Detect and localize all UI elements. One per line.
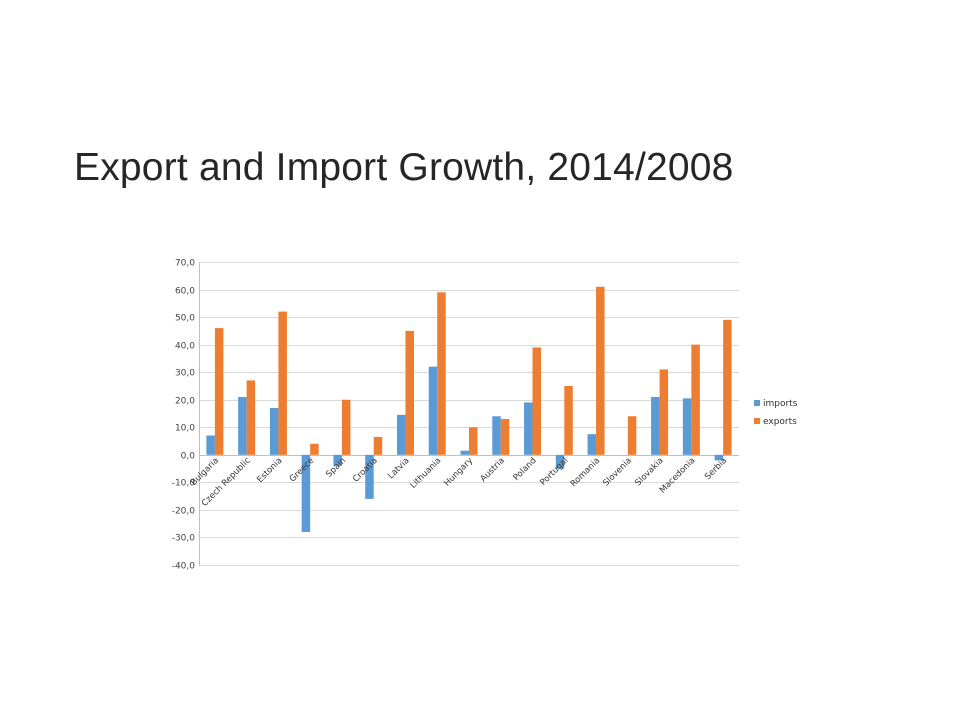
bar-imports — [714, 454, 724, 461]
legend-swatch-imports — [754, 400, 760, 406]
legend-swatch-exports — [754, 418, 760, 424]
bar-exports — [723, 319, 732, 455]
y-axis-tick-labels: 70,0 60,0 50,0 40,0 30,0 20,0 10,0 0,0 -10,0 -20,… — [172, 259, 196, 572]
bar-imports — [587, 434, 597, 455]
bar-imports — [333, 454, 342, 466]
bar-exports — [405, 330, 414, 455]
bar-exports — [246, 380, 256, 455]
bar-exports — [278, 311, 287, 455]
bar-imports — [555, 454, 565, 469]
bar-imports — [524, 402, 533, 455]
bar-exports — [500, 419, 510, 455]
x-category-label: Slovenia — [601, 456, 634, 489]
x-category-label: Portugal — [538, 456, 570, 488]
bar-exports — [532, 347, 542, 455]
x-category-label: Romania — [569, 456, 602, 489]
bar-imports — [301, 454, 311, 532]
bar-exports — [659, 369, 669, 455]
y-tick-label: -20,0 — [172, 507, 196, 517]
legend-label-exports: exports — [763, 417, 797, 427]
y-tick-label: -10,0 — [172, 479, 196, 489]
bar-imports — [460, 450, 469, 455]
y-tick-label: 0,0 — [181, 452, 196, 462]
y-tick-label: 70,0 — [175, 259, 195, 269]
x-category-label: Hungary — [442, 456, 475, 489]
slide-title: Export and Import Growth, 2014/2008 — [74, 146, 734, 189]
gridlines — [199, 262, 739, 566]
x-category-label: Lithuania — [408, 456, 443, 491]
bar-exports — [341, 399, 351, 455]
bar-imports — [238, 396, 247, 455]
x-category-label: Estonia — [255, 456, 284, 485]
bars — [206, 286, 732, 532]
bar-imports — [682, 398, 692, 455]
legend: imports exports — [754, 399, 798, 427]
bar-exports — [596, 286, 605, 455]
y-tick-label: -30,0 — [172, 534, 196, 544]
y-tick-label: 40,0 — [175, 342, 195, 352]
bar-exports — [373, 436, 383, 455]
x-category-label: Poland — [512, 456, 539, 483]
bar-imports — [269, 407, 279, 455]
y-tick-label: 30,0 — [175, 369, 195, 379]
bar-imports — [492, 416, 501, 455]
bar-exports — [437, 292, 446, 455]
legend-label-imports: imports — [763, 399, 798, 409]
bar-exports — [564, 385, 573, 455]
bar-imports — [651, 396, 660, 455]
y-tick-label: -40,0 — [172, 562, 196, 572]
bar-exports — [214, 328, 224, 455]
x-category-label: Latvia — [386, 456, 411, 481]
bar-exports — [310, 443, 319, 455]
x-category-label: Austria — [479, 456, 507, 484]
bar-exports — [469, 427, 478, 455]
bar-exports — [691, 344, 700, 455]
y-tick-label: 20,0 — [175, 397, 195, 407]
bar-imports — [396, 414, 406, 455]
x-category-label: Spain — [324, 456, 348, 480]
bar-imports — [206, 435, 215, 455]
bar-imports — [365, 454, 374, 499]
bar-exports — [627, 416, 637, 455]
bar-imports — [428, 366, 438, 455]
y-tick-label: 50,0 — [175, 314, 195, 324]
y-tick-label: 60,0 — [175, 287, 195, 297]
y-tick-label: 10,0 — [175, 424, 195, 434]
x-category-label: Slovakia — [633, 456, 665, 488]
